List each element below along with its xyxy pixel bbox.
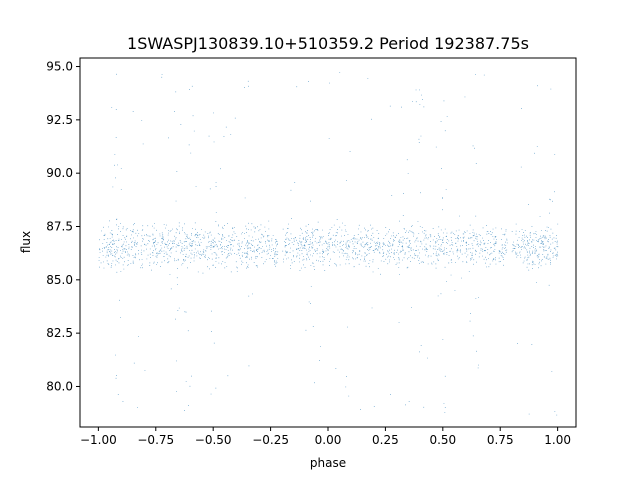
y-tick-label: 95.0 xyxy=(46,60,73,74)
y-tick-label: 90.0 xyxy=(46,166,73,180)
y-tick-label: 87.5 xyxy=(46,220,73,234)
x-axis-label: phase xyxy=(310,456,346,470)
x-tick-label: 0.75 xyxy=(487,433,514,447)
x-tick-label: 0.25 xyxy=(372,433,399,447)
x-tick-label: −0.50 xyxy=(195,433,232,447)
y-tick-label: 80.0 xyxy=(46,379,73,393)
x-tick-label: −0.75 xyxy=(137,433,174,447)
x-axis-ticks: −1.00 −0.75 −0.50 −0.25 0.00 0.25 0.50 0.75 1.00 xyxy=(80,427,571,447)
x-tick-label: −0.25 xyxy=(252,433,289,447)
y-axis-label: flux xyxy=(19,231,33,253)
x-tick-label: 1.00 xyxy=(544,433,571,447)
y-axis-ticks: 80.0 82.5 85.0 87.5 90.0 92.5 95.0 xyxy=(46,60,80,393)
chart-title: 1SWASPJ130839.10+510359.2 Period 192387.… xyxy=(127,34,529,53)
x-tick-label: −1.00 xyxy=(80,433,117,447)
x-tick-label: 0.50 xyxy=(429,433,456,447)
y-tick-label: 82.5 xyxy=(46,326,73,340)
y-tick-label: 85.0 xyxy=(46,273,73,287)
y-tick-label: 92.5 xyxy=(46,113,73,127)
x-tick-label: 0.00 xyxy=(315,433,342,447)
